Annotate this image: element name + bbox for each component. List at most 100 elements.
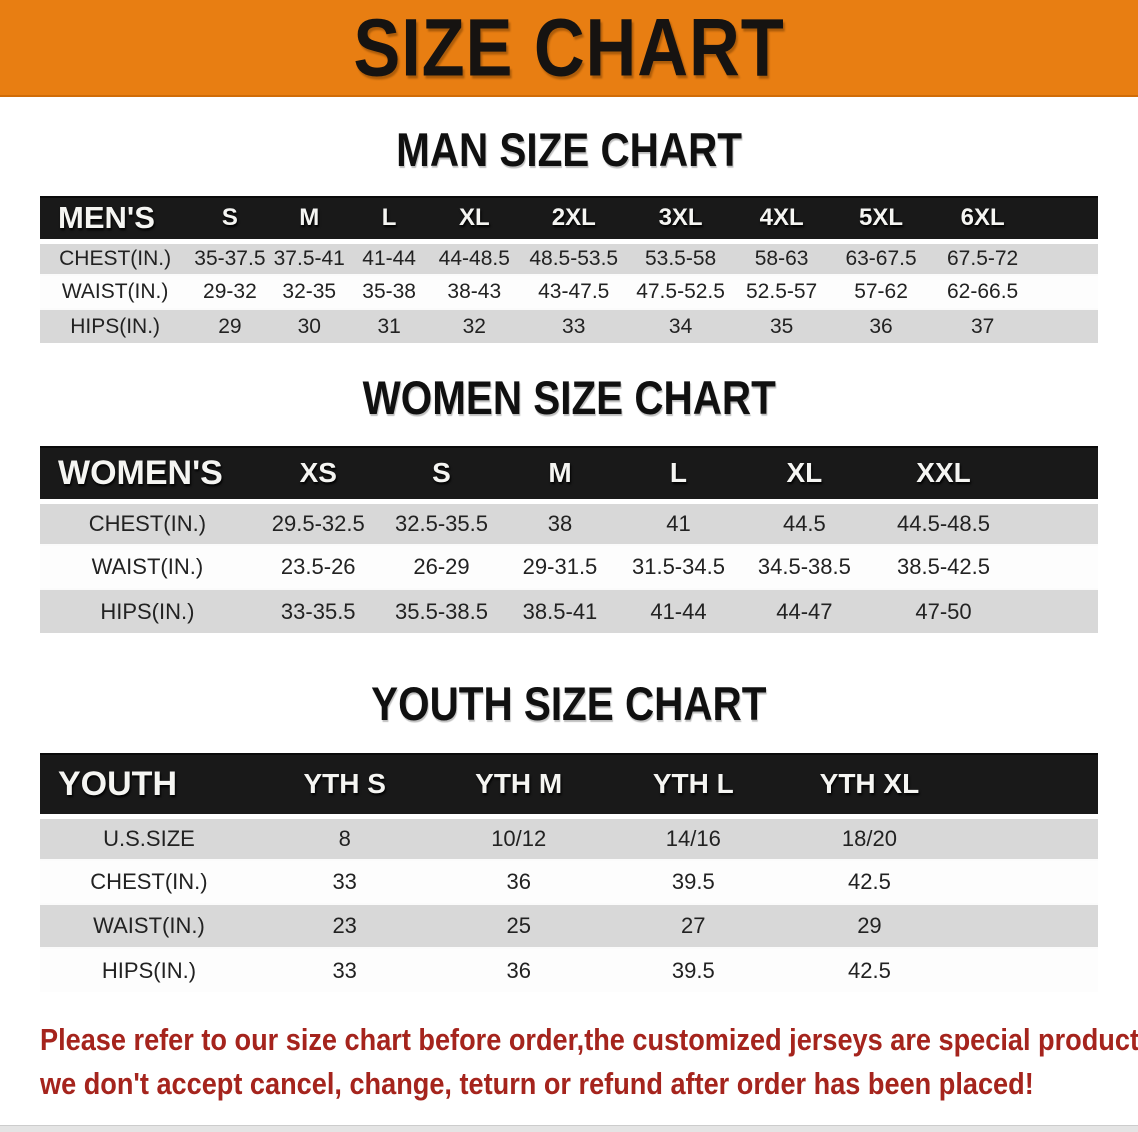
size-value: 44.5 bbox=[738, 500, 871, 545]
size-value: 42.5 bbox=[780, 859, 959, 904]
size-value: 33 bbox=[257, 859, 432, 904]
womens-col-header: S bbox=[381, 446, 502, 504]
size-value: 34.5-38.5 bbox=[738, 544, 871, 589]
size-value: 38 bbox=[501, 500, 619, 545]
womens-size-table: WOMEN'S XS S M L XL XXL CHEST(IN.) 29.5-… bbox=[40, 446, 1098, 633]
mens-table-title: MEN'S bbox=[40, 196, 191, 244]
size-value: 63-67.5 bbox=[830, 240, 932, 275]
size-value: 31 bbox=[348, 308, 430, 343]
mens-chest-row: CHEST(IN.) 35-37.5 37.5-41 41-44 44-48.5… bbox=[40, 240, 1098, 275]
womens-chest-row: CHEST(IN.) 29.5-32.5 32.5-35.5 38 41 44.… bbox=[40, 500, 1098, 545]
banner: SIZE CHART bbox=[0, 0, 1138, 97]
size-value: 32-35 bbox=[269, 274, 349, 309]
mens-hips-row: HIPS(IN.) 29 30 31 32 33 34 35 36 37 bbox=[40, 308, 1098, 343]
banner-title: SIZE CHART bbox=[353, 1, 785, 93]
size-value: 38-43 bbox=[429, 274, 520, 309]
mens-col-header: 6XL bbox=[931, 196, 1034, 244]
size-value: 29.5-32.5 bbox=[254, 500, 382, 545]
size-value: 33 bbox=[257, 947, 432, 992]
row-label: CHEST(IN.) bbox=[40, 500, 255, 545]
row-spacer bbox=[958, 859, 1098, 904]
row-label: WAIST(IN.) bbox=[40, 903, 258, 948]
womens-col-header: XL bbox=[738, 446, 871, 504]
size-value: 58-63 bbox=[732, 240, 831, 275]
size-value: 29 bbox=[190, 308, 270, 343]
womens-col-header: XXL bbox=[870, 446, 1017, 504]
man-section-heading: MAN SIZE CHART bbox=[0, 126, 1138, 173]
size-value: 38.5-41 bbox=[501, 588, 619, 633]
mens-header-spacer bbox=[1033, 196, 1098, 244]
youth-col-header: YTH L bbox=[606, 753, 781, 819]
mens-waist-row: WAIST(IN.) 29-32 32-35 35-38 38-43 43-47… bbox=[40, 274, 1098, 309]
size-value: 57-62 bbox=[830, 274, 932, 309]
row-spacer bbox=[1033, 240, 1098, 275]
size-value: 29 bbox=[780, 903, 959, 948]
mens-col-header: L bbox=[348, 196, 430, 244]
size-value: 37.5-41 bbox=[269, 240, 349, 275]
size-value: 44-47 bbox=[738, 588, 871, 633]
size-value: 35-38 bbox=[348, 274, 430, 309]
youth-ussize-row: U.S.SIZE 8 10/12 14/16 18/20 bbox=[40, 815, 1098, 860]
size-value: 41-44 bbox=[348, 240, 430, 275]
size-value: 39.5 bbox=[606, 947, 781, 992]
size-value: 29-31.5 bbox=[501, 544, 619, 589]
women-section-heading: WOMEN SIZE CHART bbox=[0, 374, 1138, 421]
size-value: 31.5-34.5 bbox=[618, 544, 739, 589]
size-value: 62-66.5 bbox=[931, 274, 1034, 309]
mens-col-header: M bbox=[269, 196, 349, 244]
mens-size-table: MEN'S S M L XL 2XL 3XL 4XL 5XL 6XL CHEST… bbox=[40, 196, 1098, 343]
youth-section-heading-text: YOUTH SIZE CHART bbox=[371, 677, 767, 730]
youth-chest-row: CHEST(IN.) 33 36 39.5 42.5 bbox=[40, 859, 1098, 904]
size-value: 36 bbox=[431, 947, 606, 992]
footer-notice-line1: Please refer to our size chart before or… bbox=[40, 1022, 1138, 1057]
row-spacer bbox=[1016, 500, 1098, 545]
size-value: 33-35.5 bbox=[254, 588, 382, 633]
womens-table-title: WOMEN'S bbox=[40, 446, 255, 504]
size-value: 35 bbox=[732, 308, 831, 343]
size-value: 38.5-42.5 bbox=[870, 544, 1017, 589]
size-value: 35-37.5 bbox=[190, 240, 270, 275]
mens-col-header: XL bbox=[429, 196, 520, 244]
size-value: 8 bbox=[257, 815, 432, 860]
size-value: 10/12 bbox=[431, 815, 606, 860]
size-value: 41 bbox=[618, 500, 739, 545]
size-value: 25 bbox=[431, 903, 606, 948]
size-value: 43-47.5 bbox=[519, 274, 629, 309]
bottom-strip bbox=[0, 1125, 1138, 1132]
row-spacer bbox=[958, 903, 1098, 948]
mens-col-header: 5XL bbox=[830, 196, 932, 244]
mens-col-header: 2XL bbox=[519, 196, 629, 244]
size-value: 36 bbox=[830, 308, 932, 343]
women-section-heading-text: WOMEN SIZE CHART bbox=[362, 371, 776, 424]
size-value: 44-48.5 bbox=[429, 240, 520, 275]
row-spacer bbox=[1016, 588, 1098, 633]
size-value: 32.5-35.5 bbox=[381, 500, 502, 545]
womens-header-spacer bbox=[1016, 446, 1098, 504]
womens-hips-row: HIPS(IN.) 33-35.5 35.5-38.5 38.5-41 41-4… bbox=[40, 588, 1098, 633]
size-value: 29-32 bbox=[190, 274, 270, 309]
row-spacer bbox=[1033, 274, 1098, 309]
row-label: CHEST(IN.) bbox=[40, 240, 191, 275]
size-value: 37 bbox=[931, 308, 1034, 343]
footer-notice: Please refer to our size chart before or… bbox=[40, 1018, 1138, 1106]
size-value: 41-44 bbox=[618, 588, 739, 633]
row-spacer bbox=[1016, 544, 1098, 589]
womens-col-header: L bbox=[618, 446, 739, 504]
youth-size-table: YOUTH YTH S YTH M YTH L YTH XL U.S.SIZE … bbox=[40, 753, 1098, 992]
size-value: 48.5-53.5 bbox=[519, 240, 629, 275]
size-value: 34 bbox=[628, 308, 733, 343]
row-spacer bbox=[958, 947, 1098, 992]
size-value: 18/20 bbox=[780, 815, 959, 860]
size-value: 30 bbox=[269, 308, 349, 343]
man-section-heading-text: MAN SIZE CHART bbox=[396, 123, 742, 176]
row-label: HIPS(IN.) bbox=[40, 947, 258, 992]
footer-notice-line2: we don't accept cancel, change, teturn o… bbox=[40, 1066, 1034, 1101]
youth-section-heading: YOUTH SIZE CHART bbox=[0, 680, 1138, 727]
size-value: 23 bbox=[257, 903, 432, 948]
womens-waist-row: WAIST(IN.) 23.5-26 26-29 29-31.5 31.5-34… bbox=[40, 544, 1098, 589]
size-value: 23.5-26 bbox=[254, 544, 382, 589]
size-value: 42.5 bbox=[780, 947, 959, 992]
youth-col-header: YTH M bbox=[431, 753, 606, 819]
row-spacer bbox=[1033, 308, 1098, 343]
